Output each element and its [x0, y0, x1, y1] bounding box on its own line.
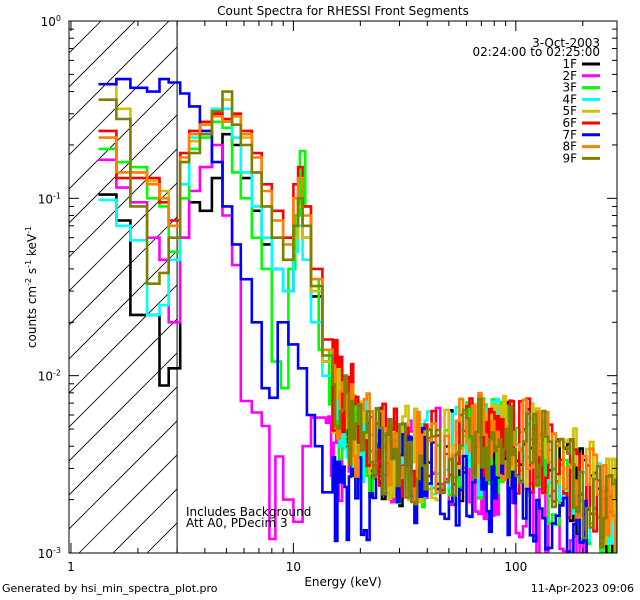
hatch-line: [69, 46, 178, 156]
series-line-7F: [98, 77, 588, 553]
axis-ticks: [69, 21, 617, 554]
hatch-line: [69, 284, 178, 394]
y-tick-label: 10-3: [38, 546, 61, 561]
footer-generated-by: Generated by hsi_min_spectra_plot.pro: [2, 582, 218, 595]
legend-label-5F: 5F: [562, 104, 577, 118]
hatch-line: [69, 182, 178, 292]
series-line-6F: [98, 112, 617, 553]
series-line-9F: [98, 90, 617, 553]
x-tick-label: 10: [286, 560, 301, 574]
hatch-line: [69, 250, 178, 360]
legend-label-9F: 9F: [562, 151, 577, 165]
hatch-line: [69, 80, 178, 190]
hatch-line: [69, 386, 178, 496]
y-tick-label: 100: [41, 14, 61, 29]
legend-label-4F: 4F: [562, 92, 577, 106]
legend-label-2F: 2F: [562, 69, 577, 83]
y-tick-label: 10-2: [38, 369, 61, 384]
x-tick-label: 100: [504, 560, 527, 574]
hatch-line: [69, 216, 178, 326]
chart-title: Count Spectra for RHESSI Front Segments: [217, 4, 469, 18]
y-axis-label: counts cm-2 s-1 keV-1: [24, 226, 39, 348]
hatched-background-region: [69, 21, 178, 553]
legend-label-8F: 8F: [562, 140, 577, 154]
hatch-line: [69, 148, 178, 258]
time-range-label: 02:24:00 to 02:25:00: [473, 45, 600, 59]
legend-label-3F: 3F: [562, 81, 577, 95]
date-label: 3-Oct-2003: [532, 36, 600, 50]
series-lines: [98, 77, 617, 553]
axis-tick-labels: 1 10 100 10-3 10-2 10-1 100: [38, 14, 528, 574]
x-axis-label: Energy (keV): [304, 575, 381, 589]
plot-frame: [68, 20, 618, 554]
y-tick-label: 10-1: [38, 191, 61, 206]
annotation-background: Includes Background: [186, 505, 311, 519]
legend-label-1F: 1F: [562, 57, 577, 71]
legend-label-7F: 7F: [562, 128, 577, 142]
hatch-line: [69, 420, 178, 530]
hatch-line: [78, 454, 178, 553]
hatch-line: [69, 21, 170, 122]
hatch-line: [69, 21, 102, 54]
footer-timestamp: 11-Apr-2023 09:06: [530, 582, 634, 595]
annotation-attenuator: Att A0, PDecim 3: [186, 516, 288, 530]
x-tick-label: 1: [67, 560, 75, 574]
legend-label-6F: 6F: [562, 116, 577, 130]
